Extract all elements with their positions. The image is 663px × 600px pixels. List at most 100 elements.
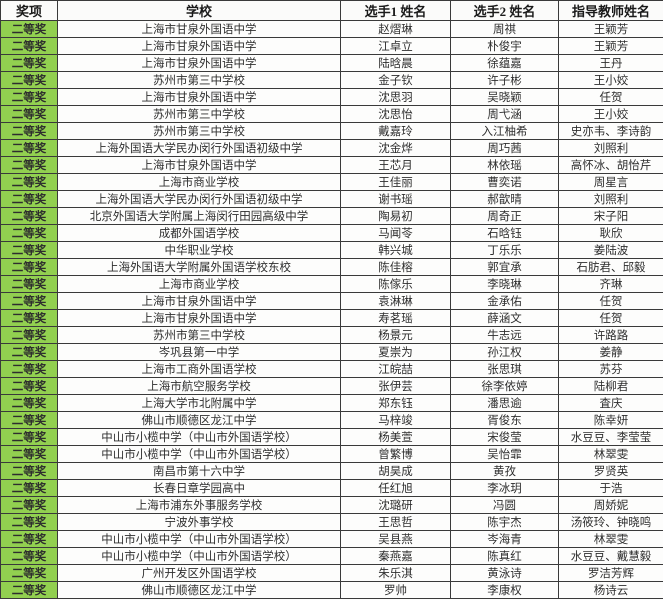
teacher-name-cell: 苏芬 (558, 360, 663, 378)
teacher-name-cell: 王颖芳 (558, 37, 663, 55)
table-row: 二等奖 北京外国语大学附属上海闵行田园高级中学 陶易初 周奇正 宋子阳 (0, 207, 663, 225)
award-cell: 二等奖 (0, 462, 58, 480)
award-cell: 二等奖 (0, 360, 58, 378)
school-cell: 上海市航空服务学校 (57, 377, 341, 395)
school-cell: 上海市工商外国语学校 (57, 360, 341, 378)
player1-name-cell: 沈璐研 (340, 496, 451, 514)
award-cell: 二等奖 (0, 479, 58, 497)
award-cell: 二等奖 (0, 88, 58, 106)
table-row: 二等奖 上海市甘泉外国语中学 袁淋琳 金承佑 任贺 (0, 292, 663, 310)
award-cell: 二等奖 (0, 190, 58, 208)
award-cell: 二等奖 (0, 309, 58, 327)
table-row: 二等奖 苏州市第三中学校 沈思怡 周弋涵 王小姣 (0, 105, 663, 123)
player1-name-cell: 袁淋琳 (340, 292, 451, 310)
teacher-name-cell: 齐琳 (558, 275, 663, 293)
school-cell: 上海外国语大学附属外国语学校东校 (57, 258, 341, 276)
player1-name-cell: 吴县燕 (340, 530, 451, 548)
school-cell: 广州开发区外国语学校 (57, 564, 341, 582)
table-row: 二等奖 上海外国语大学民办闵行外国语初级中学 谢书瑶 郝歆晴 刘照利 (0, 190, 663, 208)
player2-name-cell: 曹奕诺 (450, 173, 559, 191)
award-cell: 二等奖 (0, 513, 58, 531)
player2-name-cell: 李冰玥 (450, 479, 559, 497)
teacher-name-cell: 水豆豆、戴慧毅 (558, 547, 663, 565)
column-header-player2: 选手2 姓名 (450, 0, 559, 21)
school-cell: 佛山市顺德区龙江中学 (57, 411, 341, 429)
teacher-name-cell: 姜陆波 (558, 241, 663, 259)
table-row: 二等奖 佛山市顺德区龙江中学 罗帅 李康权 杨诗云 (0, 581, 663, 599)
player2-name-cell: 孙江权 (450, 343, 559, 361)
school-cell: 中山市小榄中学（中山市外国语学校） (57, 428, 341, 446)
player1-name-cell: 戴嘉玲 (340, 122, 451, 140)
header-row: 奖项 学校 选手1 姓名 选手2 姓名 指导教师姓名 (0, 0, 663, 21)
player2-name-cell: 张思琪 (450, 360, 559, 378)
award-cell: 二等奖 (0, 20, 58, 38)
player1-name-cell: 张伊芸 (340, 377, 451, 395)
player1-name-cell: 王思哲 (340, 513, 451, 531)
table-row: 二等奖 上海市甘泉外国语中学 寿茗瑶 薛涵文 任贺 (0, 309, 663, 327)
award-cell: 二等奖 (0, 122, 58, 140)
school-cell: 宁波外事学校 (57, 513, 341, 531)
award-cell: 二等奖 (0, 292, 58, 310)
player1-name-cell: 江皖喆 (340, 360, 451, 378)
table-row: 二等奖 上海市商业学校 陈傢乐 李晓琳 齐琳 (0, 275, 663, 293)
teacher-name-cell: 高怀冰、胡怡芹 (558, 156, 663, 174)
award-cell: 二等奖 (0, 496, 58, 514)
award-cell: 二等奖 (0, 326, 58, 344)
school-cell: 上海大学市北附属中学 (57, 394, 341, 412)
player2-name-cell: 冯圆 (450, 496, 559, 514)
school-cell: 上海市甘泉外国语中学 (57, 292, 341, 310)
award-cell: 二等奖 (0, 37, 58, 55)
award-cell: 二等奖 (0, 411, 58, 429)
school-cell: 苏州市第三中学校 (57, 122, 341, 140)
award-cell: 二等奖 (0, 173, 58, 191)
player1-name-cell: 谢书瑶 (340, 190, 451, 208)
teacher-name-cell: 刘照利 (558, 190, 663, 208)
player1-name-cell: 任红旭 (340, 479, 451, 497)
player2-name-cell: 薛涵文 (450, 309, 559, 327)
award-cell: 二等奖 (0, 581, 58, 599)
school-cell: 中山市小榄中学（中山市外国语学校） (57, 547, 341, 565)
player2-name-cell: 黄孜 (450, 462, 559, 480)
player1-name-cell: 陈佳榕 (340, 258, 451, 276)
school-cell: 佛山市顺德区龙江中学 (57, 581, 341, 599)
player2-name-cell: 郝歆晴 (450, 190, 559, 208)
player2-name-cell: 徐蕴嘉 (450, 54, 559, 72)
player1-name-cell: 马闻苓 (340, 224, 451, 242)
table-row: 二等奖 岑巩县第一中学 夏崇为 孙江权 姜静 (0, 343, 663, 361)
award-cell: 二等奖 (0, 224, 58, 242)
school-cell: 苏州市第三中学校 (57, 326, 341, 344)
school-cell: 岑巩县第一中学 (57, 343, 341, 361)
award-cell: 二等奖 (0, 377, 58, 395)
teacher-name-cell: 林翠雯 (558, 445, 663, 463)
player1-name-cell: 陈傢乐 (340, 275, 451, 293)
player1-name-cell: 杨美萱 (340, 428, 451, 446)
school-cell: 苏州市第三中学校 (57, 105, 341, 123)
teacher-name-cell: 姜静 (558, 343, 663, 361)
player2-name-cell: 郭宜承 (450, 258, 559, 276)
award-cell: 二等奖 (0, 139, 58, 157)
player1-name-cell: 王芯月 (340, 156, 451, 174)
player2-name-cell: 李晓琳 (450, 275, 559, 293)
school-cell: 上海市甘泉外国语中学 (57, 88, 341, 106)
table-row: 二等奖 上海市浦东外事服务学校 沈璐研 冯圆 周娇妮 (0, 496, 663, 514)
school-cell: 上海市商业学校 (57, 275, 341, 293)
award-cell: 二等奖 (0, 547, 58, 565)
player1-name-cell: 沈思羽 (340, 88, 451, 106)
table-body: 二等奖 上海市甘泉外国语中学 赵熠琳 周祺 王颖芳 二等奖 上海市甘泉外国语中学 江卓立 朴俊宇… (0, 20, 663, 599)
teacher-name-cell: 王颖芳 (558, 20, 663, 38)
award-cell: 二等奖 (0, 530, 58, 548)
award-cell: 二等奖 (0, 394, 58, 412)
player2-name-cell: 丁乐乐 (450, 241, 559, 259)
table-row: 二等奖 宁波外事学校 王思哲 陈宇杰 汤筱玲、钟晓鸣 (0, 513, 663, 531)
table-row: 二等奖 上海市航空服务学校 张伊芸 徐李依婷 陆柳君 (0, 377, 663, 395)
player2-name-cell: 黄泳诗 (450, 564, 559, 582)
award-cell: 二等奖 (0, 207, 58, 225)
school-cell: 中华职业学校 (57, 241, 341, 259)
player1-name-cell: 朱乐淇 (340, 564, 451, 582)
table-row: 二等奖 中山市小榄中学（中山市外国语学校） 秦燕嘉 陈真红 水豆豆、戴慧毅 (0, 547, 663, 565)
column-header-teacher: 指导教师姓名 (558, 0, 663, 21)
award-cell: 二等奖 (0, 156, 58, 174)
player1-name-cell: 金子钦 (340, 71, 451, 89)
table-row: 二等奖 上海外国语大学民办闵行外国语初级中学 沈金烨 周巧茜 刘照利 (0, 139, 663, 157)
player1-name-cell: 韩兴城 (340, 241, 451, 259)
